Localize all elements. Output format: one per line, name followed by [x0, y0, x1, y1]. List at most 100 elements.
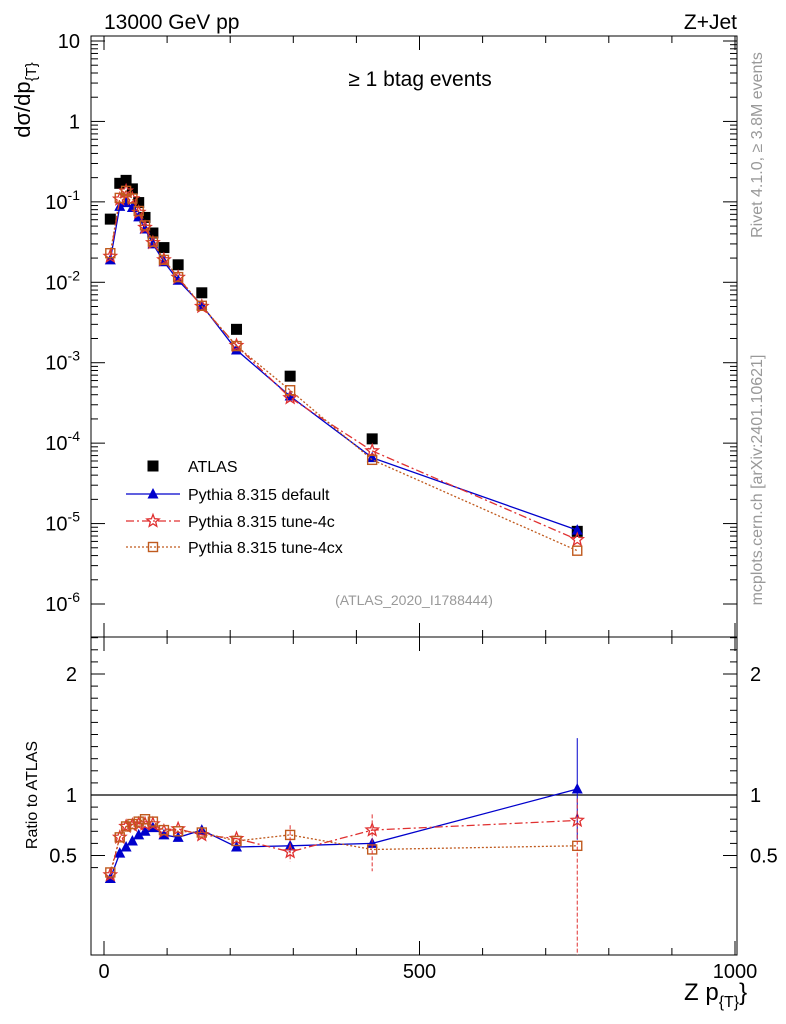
ratio-point — [120, 821, 132, 832]
data-marks — [102, 174, 586, 955]
data-point — [196, 287, 208, 299]
ratio-axis-label: Ratio to ATLAS — [24, 741, 41, 849]
rivet-label: Rivet 4.1.0, ≥ 3.8M events — [749, 52, 766, 238]
axes: 0 500 1000 10-6 10-5 10-4 10-3 10-2 10-1 1 10 0.5 0.… — [45, 31, 778, 983]
ratio-line — [109, 818, 578, 873]
data-point — [158, 254, 170, 266]
data-point — [126, 201, 138, 213]
data-point — [196, 300, 208, 312]
data-point — [147, 236, 159, 247]
ratio-point — [139, 825, 151, 836]
y-tick-label: 10-2 — [45, 267, 80, 294]
data-point — [133, 197, 145, 209]
legend-label: ATLAS — [188, 459, 238, 476]
ratio-point — [231, 835, 242, 847]
data-point — [158, 242, 170, 254]
series-1 — [104, 196, 583, 883]
series-line — [109, 201, 578, 531]
ratio-point — [231, 841, 243, 852]
data-point — [139, 220, 151, 231]
ratio-tick-label-right: 1 — [750, 785, 761, 807]
data-point — [366, 454, 378, 466]
data-point — [284, 385, 296, 396]
ratio-point — [139, 814, 151, 825]
data-point — [172, 259, 184, 271]
ratio-point — [114, 847, 126, 858]
ratio-point — [133, 816, 144, 827]
data-point — [120, 185, 132, 197]
legend-marker — [147, 460, 159, 472]
data-point — [114, 177, 126, 189]
data-point — [231, 340, 242, 352]
legend-label: Pythia 8.315 default — [188, 487, 330, 504]
ratio-point — [196, 827, 208, 838]
data-point — [120, 174, 132, 186]
data-point — [114, 192, 125, 204]
data-point — [127, 193, 138, 204]
ratio-tick-label: 1 — [66, 785, 77, 807]
series-2 — [102, 182, 586, 882]
ratio-point — [172, 826, 184, 837]
series-line — [109, 189, 578, 552]
legend-label: Pythia 8.315 tune-4c — [188, 514, 335, 531]
ratio-tick-label: 0.5 — [49, 846, 77, 868]
y-tick-label: 1 — [69, 111, 80, 133]
data-point — [105, 247, 116, 259]
legend-marker — [145, 512, 161, 528]
y-axis-label: dσ/dp{T} — [10, 62, 40, 138]
data-point — [147, 227, 159, 239]
data-point — [114, 200, 126, 211]
ratio-tick-label: 2 — [66, 664, 77, 686]
legend-label: Pythia 8.315 tune-4cx — [188, 540, 343, 557]
chart-title: ≥ 1 btag events — [348, 68, 491, 91]
y-axis-label-text: dσ/dp{T} — [10, 62, 40, 138]
data-point — [366, 433, 378, 445]
data-point — [104, 213, 116, 225]
data-point — [172, 271, 184, 283]
ratio-point — [133, 828, 145, 840]
site-label: mcplots.cern.ch [arXiv:2401.10621] — [749, 355, 766, 606]
data-point — [231, 343, 243, 355]
data-point — [282, 389, 299, 405]
y-tick-label: 10-1 — [45, 187, 80, 214]
ratio-tick-label-right: 0.5 — [750, 846, 778, 868]
data-point — [571, 524, 583, 535]
ratio-point — [114, 832, 125, 843]
y-tick-label: 10-5 — [45, 509, 80, 536]
ratio-point — [105, 867, 116, 878]
ratio-point — [126, 834, 138, 846]
data-point — [572, 545, 583, 556]
x-tick-label: 0 — [98, 961, 109, 983]
ratio-point — [158, 824, 170, 836]
ratio-point — [127, 818, 138, 830]
series-line — [109, 190, 578, 541]
analysis-id: (ATLAS_2020_I1788444) — [335, 592, 493, 608]
series-3 — [105, 185, 583, 878]
data-point — [284, 370, 296, 382]
legend: ATLAS Pythia 8.315 default Pythia 8.315 tu… — [126, 459, 343, 557]
y-tick-label: 10-4 — [45, 428, 80, 455]
data-point — [366, 451, 378, 463]
ratio-point — [147, 816, 159, 827]
ratio-point — [172, 831, 184, 842]
ratio-panel-frame — [90, 636, 738, 956]
y-tick-label: 10-6 — [45, 589, 80, 616]
x-tick-label: 500 — [403, 961, 436, 983]
series-0 — [104, 174, 583, 537]
x-axis-label: Z p{T}} — [684, 979, 747, 1011]
x-tick-label: 1000 — [713, 961, 758, 983]
y-tick-label: 10 — [58, 31, 80, 53]
legend-marker — [147, 488, 159, 499]
data-point — [364, 442, 381, 458]
data-point — [569, 531, 586, 547]
data-point — [139, 211, 151, 223]
process-label: Z+Jet — [684, 11, 737, 34]
data-point — [231, 323, 243, 335]
energy-label: 13000 GeV pp — [104, 11, 239, 34]
data-point — [133, 205, 144, 217]
legend-marker — [147, 541, 159, 553]
ratio-point — [282, 843, 299, 859]
ratio-tick-label-right: 2 — [750, 664, 761, 686]
y-tick-label: 10-3 — [45, 348, 80, 375]
